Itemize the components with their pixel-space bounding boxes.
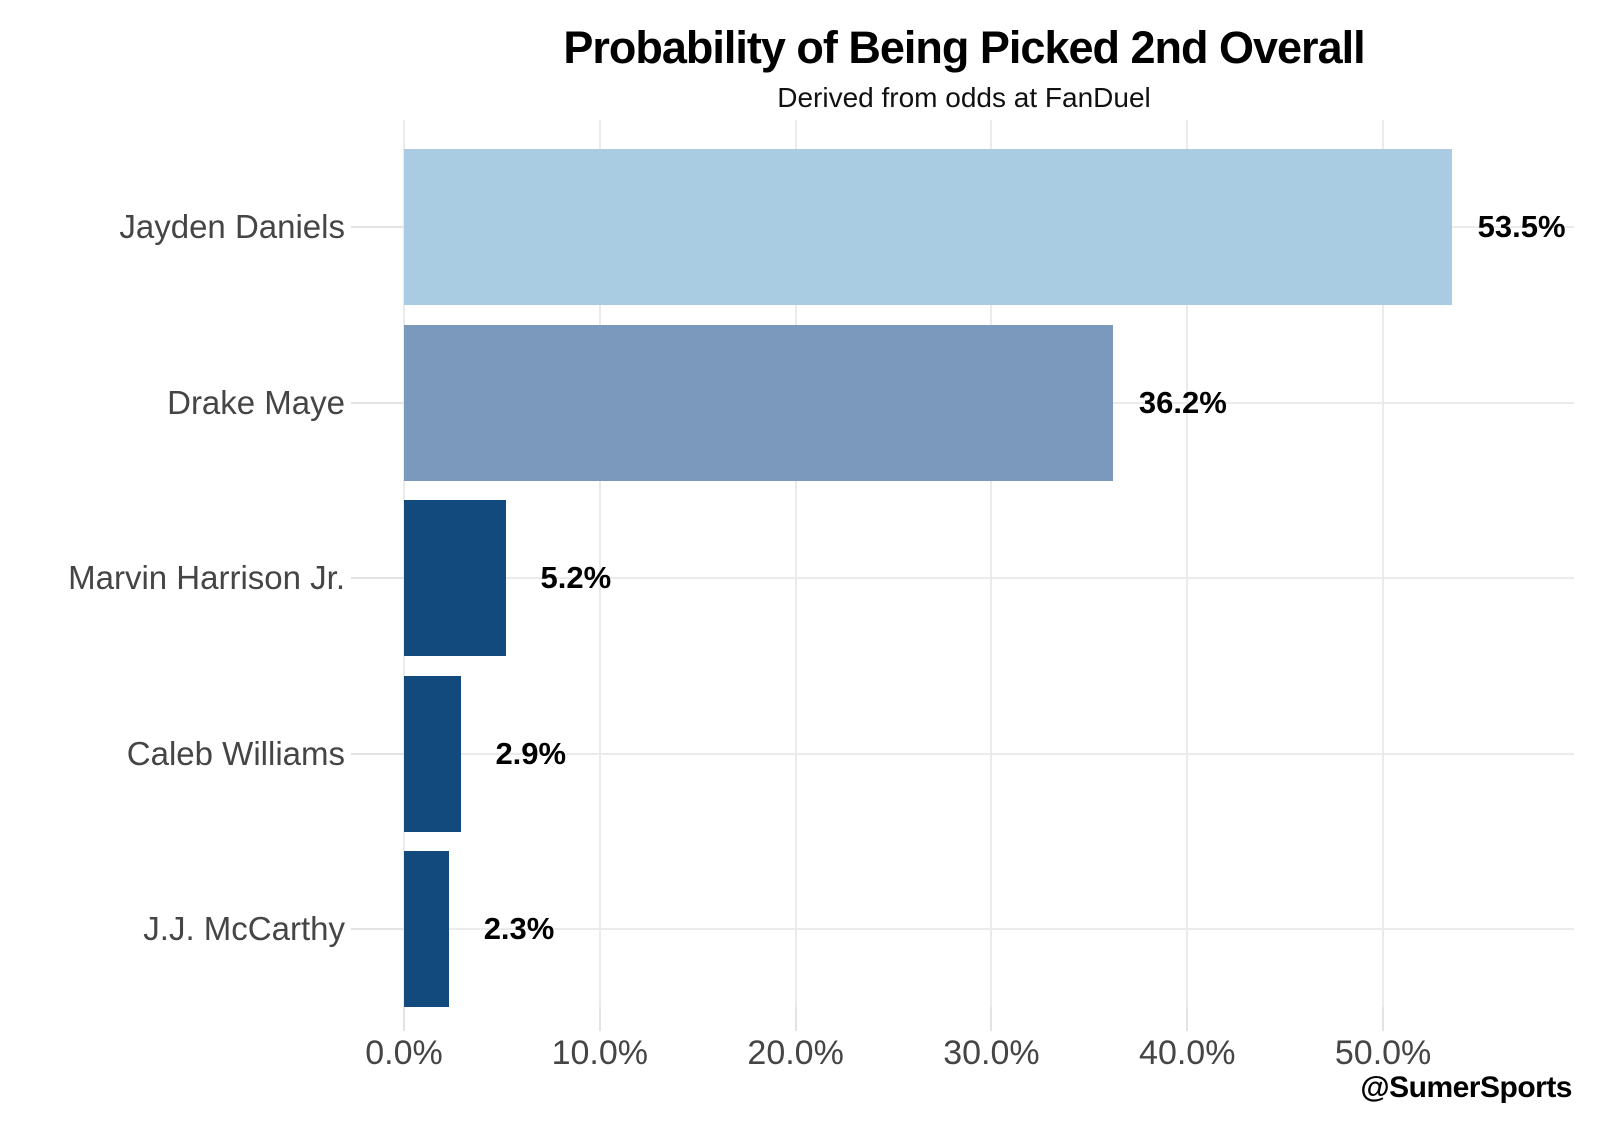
bar xyxy=(404,500,506,656)
bar xyxy=(404,324,1113,481)
x-axis-tick xyxy=(1382,1007,1385,1031)
category-label: Jayden Daniels xyxy=(119,208,345,245)
x-axis-tick xyxy=(990,1007,993,1031)
x-gridline xyxy=(598,120,601,1007)
category-label: J.J. McCarthy xyxy=(143,910,345,947)
category-label: Drake Maye xyxy=(167,383,345,421)
y-gridline xyxy=(404,928,1574,930)
category-label: Caleb Williams xyxy=(126,734,345,772)
chart-subtitle: Derived from odds at FanDuel xyxy=(777,82,1151,113)
x-axis-tick-label: 0.0% xyxy=(365,1034,443,1072)
x-axis-tick-label: 40.0% xyxy=(1139,1034,1236,1072)
category-label: Marvin Harrison Jr. xyxy=(68,559,345,596)
plot-panel: 53.5% 36.2% 5.2% 2.9% 2.3% xyxy=(403,120,1574,1007)
y-axis-tick xyxy=(351,928,404,930)
x-gridline xyxy=(794,120,797,1007)
bar xyxy=(404,675,461,832)
x-gridline xyxy=(1186,120,1189,1007)
y-axis-tick xyxy=(351,401,404,404)
bar-value-label: 53.5% xyxy=(1477,209,1566,244)
bar-value-label: 2.9% xyxy=(495,735,567,771)
x-axis-tick-label: 20.0% xyxy=(747,1034,844,1072)
y-gridline xyxy=(404,577,1574,579)
y-axis-tick xyxy=(351,226,404,228)
x-axis-tick-label: 10.0% xyxy=(551,1034,649,1072)
x-axis-tick-label: 30.0% xyxy=(943,1034,1040,1072)
x-axis-tick xyxy=(403,1007,405,1031)
watermark-credit: @SumerSports xyxy=(1360,1071,1572,1104)
x-axis-tick xyxy=(598,1007,601,1031)
x-gridline xyxy=(990,120,993,1007)
x-axis-tick-label: 50.0% xyxy=(1334,1034,1432,1072)
y-axis-tick xyxy=(351,752,404,755)
chart-title: Probability of Being Picked 2nd Overall xyxy=(563,22,1365,73)
x-axis-tick xyxy=(794,1007,797,1031)
bar-value-label: 5.2% xyxy=(540,560,612,595)
bar xyxy=(404,851,450,1007)
bar-value-label: 36.2% xyxy=(1138,384,1227,420)
bar-value-label: 2.3% xyxy=(483,911,555,946)
bar xyxy=(404,149,1452,305)
x-gridline xyxy=(1382,120,1385,1007)
x-axis-tick xyxy=(1186,1007,1189,1031)
y-axis-tick xyxy=(351,577,404,579)
y-gridline xyxy=(404,752,1574,755)
